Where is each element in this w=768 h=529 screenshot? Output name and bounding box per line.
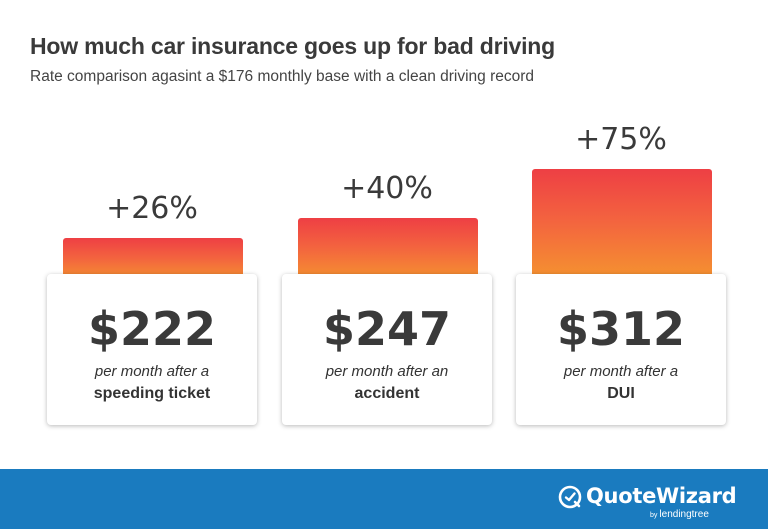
cost-card: $222 per month after a speeding ticket bbox=[47, 274, 257, 425]
monthly-amount: $222 bbox=[87, 302, 217, 356]
bar-accident bbox=[298, 218, 478, 282]
driving-event-label: speeding ticket bbox=[93, 385, 211, 402]
footer-bar: QuoteWizard by lendingtree bbox=[0, 469, 768, 529]
by-label: by bbox=[650, 512, 658, 519]
bar-chart: +26% $222 per month after a speeding ticket… bbox=[47, 122, 726, 425]
amount-description: per month after a bbox=[563, 363, 679, 380]
chart-title: How much car insurance goes up for bad d… bbox=[30, 33, 555, 59]
driving-event-label: accident bbox=[354, 385, 420, 402]
bar-value-label: +40% bbox=[341, 171, 433, 206]
parent-brand-name: lendingtree bbox=[659, 509, 709, 520]
bar-value-label: +26% bbox=[106, 191, 198, 226]
brand-name: QuoteWizard bbox=[586, 484, 737, 508]
amount-description: per month after a bbox=[94, 363, 210, 380]
bar-dui bbox=[532, 169, 712, 282]
parent-brand: by lendingtree bbox=[650, 509, 709, 520]
amount-description: per month after an bbox=[325, 363, 449, 380]
driving-event-label: DUI bbox=[607, 385, 635, 402]
monthly-amount: $247 bbox=[322, 302, 452, 356]
quotewizard-logo-icon bbox=[558, 485, 582, 509]
chart-subtitle: Rate comparison agasint a $176 monthly b… bbox=[30, 68, 535, 85]
cost-card: $312 per month after a DUI bbox=[516, 274, 726, 425]
bar-value-label: +75% bbox=[575, 122, 667, 157]
quotewizard-logo[interactable]: QuoteWizard by lendingtree bbox=[540, 484, 740, 520]
monthly-amount: $312 bbox=[556, 302, 686, 356]
cost-card: $247 per month after an accident bbox=[282, 274, 492, 425]
